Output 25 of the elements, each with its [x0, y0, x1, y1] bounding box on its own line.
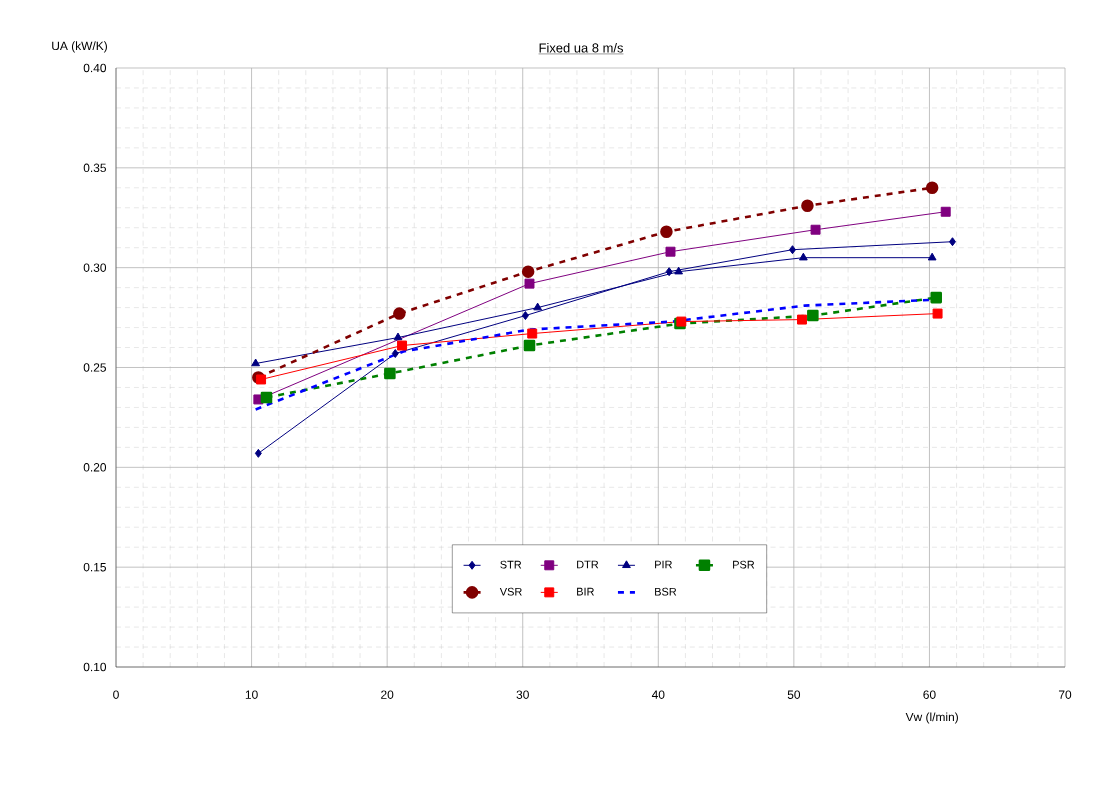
x-tick-label: 50 — [787, 690, 801, 699]
x-tick-label: 10 — [245, 690, 258, 699]
y-tick-label: 0.30 — [83, 263, 107, 272]
x-tick-label: 0 — [113, 690, 119, 699]
legend-label: PIR — [655, 560, 672, 569]
x-tick-label: 70 — [1058, 690, 1072, 699]
y-tick-label: 0.40 — [83, 63, 107, 73]
legend-label: DTR — [577, 560, 599, 569]
y-axis-title: UA (kW/K) — [52, 41, 107, 53]
x-tick-label: 30 — [516, 690, 529, 699]
legend-label: VSR — [499, 587, 522, 596]
y-tick-label: 0.25 — [83, 363, 106, 372]
legend-label: BIR — [577, 587, 594, 596]
x-tick-label: 60 — [923, 690, 936, 699]
legend-label: PSR — [733, 560, 755, 569]
legend-label: STR — [500, 560, 522, 569]
chart-title: Fixed ua 8 m/s — [539, 43, 624, 53]
x-tick-label: 40 — [651, 690, 665, 699]
y-tick-label: 0.20 — [83, 463, 107, 472]
x-axis-title: Vw (l/min) — [905, 712, 958, 724]
y-tick-label: 0.35 — [83, 163, 106, 173]
legend-label: BSR — [655, 587, 677, 596]
y-tick-label: 0.15 — [83, 562, 106, 572]
x-tick-label: 20 — [381, 690, 394, 699]
y-tick-label: 0.10 — [83, 662, 107, 672]
